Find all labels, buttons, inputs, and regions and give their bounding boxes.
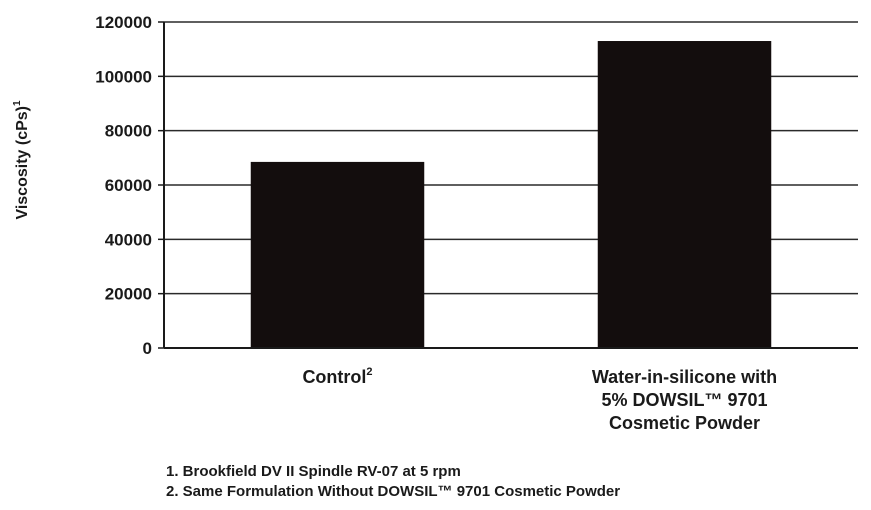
y-tick-label: 40000 <box>105 230 152 249</box>
footnote-2: 2. Same Formulation Without DOWSIL™ 9701… <box>166 483 621 500</box>
x-tick-label-line: Water-in-silicone with <box>592 367 777 387</box>
bars <box>250 41 772 349</box>
y-tick-label: 80000 <box>105 122 152 141</box>
x-tick-label-superscript: 2 <box>366 366 372 378</box>
y-tick-label: 120000 <box>95 13 152 32</box>
bar <box>250 161 425 348</box>
y-tick-label: 20000 <box>105 285 152 304</box>
x-tick-label-line: Cosmetic Powder <box>609 413 760 433</box>
footnotes: 1. Brookfield DV II Spindle RV-07 at 5 r… <box>166 462 620 502</box>
y-axis-label-superscript: 1 <box>12 100 23 106</box>
y-axis-label-text: Viscosity (cPs) <box>14 106 31 220</box>
footnote-1: 1. Brookfield DV II Spindle RV-07 at 5 r… <box>166 463 461 480</box>
y-tick-label: 60000 <box>105 176 152 195</box>
y-tick-labels: 0 20000 40000 60000 80000 100000 120000 <box>95 13 152 358</box>
y-tick-label: 100000 <box>95 67 152 86</box>
x-tick-label-line: 5% DOWSIL™ 9701 <box>601 390 767 410</box>
x-tick-label-text: Control <box>302 367 366 387</box>
x-tick-label: Water-in-silicone with 5% DOWSIL™ 9701 Cos… <box>592 367 777 433</box>
x-tick-labels: Control2 Water-in-silicone with 5% DOWSIL™… <box>302 366 777 433</box>
axes <box>158 21 858 349</box>
y-tick-label: 0 <box>143 339 152 358</box>
bar <box>597 41 772 349</box>
y-axis-label: Viscosity (cPs)1 <box>12 100 31 220</box>
x-tick-label: Control2 <box>302 366 372 387</box>
